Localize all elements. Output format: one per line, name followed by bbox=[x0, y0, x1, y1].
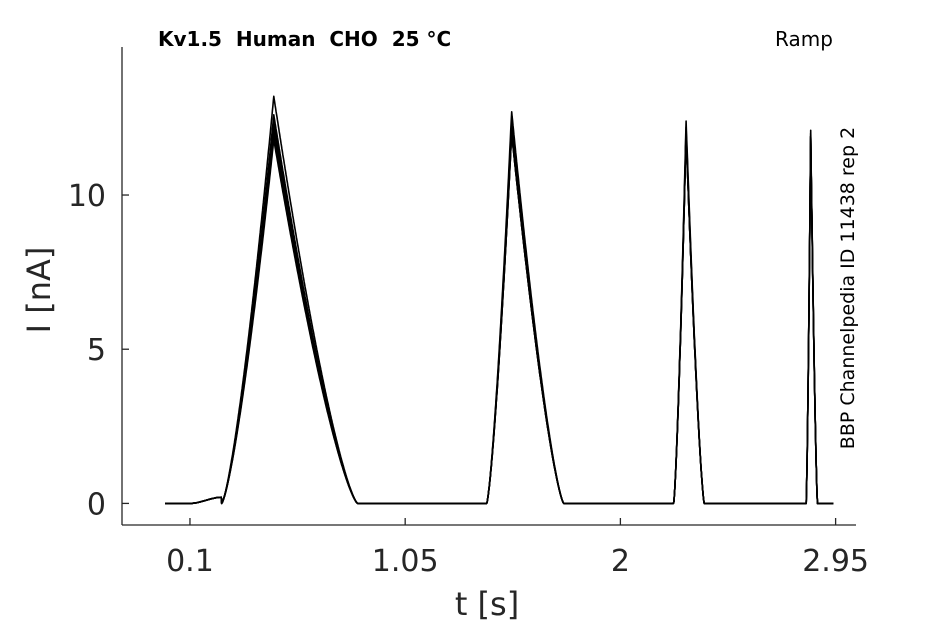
current-sweep-line bbox=[164, 95, 834, 505]
y-tick-label: 0 bbox=[87, 487, 106, 522]
y-axis-label: I [nA] bbox=[20, 247, 58, 334]
axes bbox=[121, 47, 856, 526]
dataset-id-label: BBP Channelpedia ID 11438 rep 2 bbox=[837, 126, 859, 450]
y-tick-label: 10 bbox=[68, 179, 106, 214]
y-tick-label: 5 bbox=[87, 333, 106, 368]
current-traces bbox=[164, 95, 834, 505]
x-tick-label: 0.1 bbox=[166, 544, 214, 579]
chart-title: Kv1.5 Human CHO 25 °C bbox=[158, 27, 452, 51]
current-sweep-line bbox=[164, 114, 834, 505]
x-tick-label: 2 bbox=[611, 544, 630, 579]
x-tick-label: 2.95 bbox=[802, 544, 869, 579]
x-axis-ticks: 0.1 1.05 2 2.95 bbox=[166, 518, 869, 579]
x-tick-label: 1.05 bbox=[372, 544, 439, 579]
protocol-label: Ramp bbox=[775, 27, 833, 51]
x-axis-label: t [s] bbox=[455, 585, 519, 623]
current-sweep-line bbox=[164, 132, 834, 505]
y-axis-ticks: 0 5 10 bbox=[68, 179, 129, 522]
